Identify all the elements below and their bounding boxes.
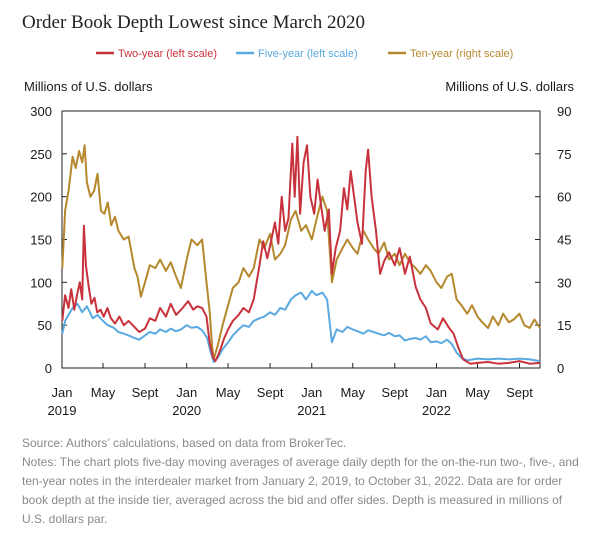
y-right-tick-label: 45 bbox=[557, 233, 571, 248]
y-right-tick-label: 75 bbox=[557, 147, 571, 162]
y-left-tick-label: 150 bbox=[30, 233, 52, 248]
legend-label: Five-year (left scale) bbox=[258, 48, 358, 60]
chart-notes: Source: Authors’ calculations, based on … bbox=[22, 434, 582, 529]
x-tick-label: May bbox=[340, 385, 365, 400]
source-note: Source: Authors’ calculations, based on … bbox=[22, 436, 347, 450]
x-tick-label: Jan bbox=[426, 385, 447, 400]
y-right-tick-label: 90 bbox=[557, 104, 571, 119]
y-axis-left-title: Millions of U.S. dollars bbox=[24, 79, 153, 94]
line-chart: Two-year (left scale) Five-year (left sca… bbox=[24, 48, 574, 418]
x-tick-label: Sept bbox=[506, 385, 533, 400]
y-left-tick-label: 50 bbox=[38, 318, 52, 333]
legend-label: Ten-year (right scale) bbox=[410, 48, 513, 60]
x-tick-label: Sept bbox=[132, 385, 159, 400]
y-left-tick-label: 250 bbox=[30, 147, 52, 162]
series-line-two-year bbox=[61, 135, 541, 365]
y-left-tick-label: 0 bbox=[45, 361, 52, 376]
y-right-tick-label: 15 bbox=[557, 318, 571, 333]
x-tick-label: Jan bbox=[52, 385, 73, 400]
x-tick-year-label: 2019 bbox=[48, 403, 77, 418]
y-left-tick-label: 200 bbox=[30, 190, 52, 205]
y-right-tick-label: 30 bbox=[557, 275, 571, 290]
x-tick-label: May bbox=[91, 385, 116, 400]
x-tick-label: Jan bbox=[176, 385, 197, 400]
plot-frame bbox=[61, 110, 541, 369]
x-tick-year-label: 2020 bbox=[172, 403, 201, 418]
x-tick-year-label: 2021 bbox=[297, 403, 326, 418]
notes-text: Notes: The chart plots five-day moving a… bbox=[22, 455, 579, 526]
chart-title: Order Book Depth Lowest since March 2020 bbox=[22, 12, 365, 33]
x-tick-label: May bbox=[216, 385, 241, 400]
y-left-tick-label: 300 bbox=[30, 104, 52, 119]
x-tick-label: Jan bbox=[301, 385, 322, 400]
legend-label: Two-year (left scale) bbox=[118, 48, 217, 60]
y-left-tick-label: 100 bbox=[30, 275, 52, 290]
series-line-ten-year bbox=[61, 144, 541, 361]
series-line-five-year bbox=[61, 289, 541, 363]
y-right-tick-label: 60 bbox=[557, 190, 571, 205]
y-axis-right-title: Millions of U.S. dollars bbox=[445, 79, 574, 94]
x-tick-label: Sept bbox=[381, 385, 408, 400]
y-right-tick-label: 0 bbox=[557, 361, 564, 376]
x-tick-label: Sept bbox=[257, 385, 284, 400]
x-tick-label: May bbox=[465, 385, 490, 400]
x-tick-year-label: 2022 bbox=[422, 403, 451, 418]
